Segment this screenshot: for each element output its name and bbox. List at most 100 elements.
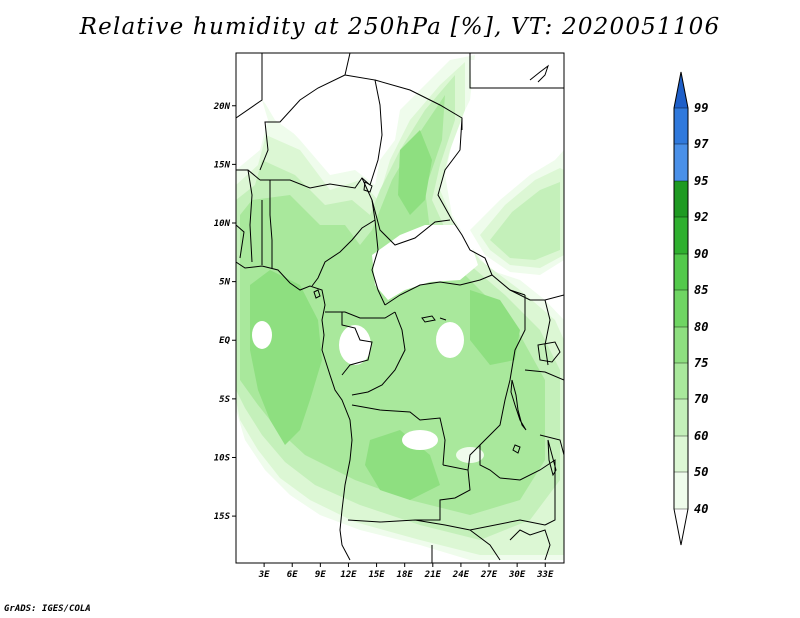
- border-cameroon-south: [325, 311, 396, 319]
- lat-tick-label: 10S: [214, 453, 231, 463]
- colorbar-label: 99: [694, 101, 708, 115]
- colorbar-label: 75: [694, 356, 708, 370]
- border-ghana: [247, 169, 253, 263]
- border-west-2: [236, 224, 245, 259]
- colorbar-label: 85: [694, 283, 708, 297]
- lat-tick-label: 15N: [214, 160, 231, 170]
- colorbar-segment-92-95: [674, 181, 688, 217]
- longitude-axis: 3E 6E 9E 12E 15E 18E 21E 24E 27E 30E 33E: [258, 563, 554, 580]
- lake-tanganyika: [510, 379, 527, 431]
- border-tanzania-south: [539, 434, 564, 456]
- dry-region-southwest: [236, 460, 380, 563]
- border-zambia-east: [499, 459, 556, 526]
- lon-tick-label: 15E: [368, 570, 385, 580]
- lake-victoria: [537, 341, 561, 363]
- border-nigeria-benin: [269, 180, 273, 268]
- lat-tick-label: 5S: [219, 395, 230, 405]
- colorbar-segment-90-92: [674, 217, 688, 254]
- colorbar-label: 60: [694, 429, 708, 443]
- border-west-1: [236, 169, 261, 181]
- colorbar-segment-50-60: [674, 436, 688, 472]
- border-north-2: [259, 53, 351, 171]
- lon-tick-label: 33E: [536, 570, 554, 580]
- lon-tick-label: 6E: [287, 570, 298, 580]
- colorbar-label: 70: [694, 392, 708, 406]
- colorbar-segment-80-85: [674, 290, 688, 327]
- lon-tick-label: 9E: [315, 570, 326, 580]
- border-congo-drc: [351, 311, 406, 396]
- colorbar-label: 80: [694, 320, 708, 334]
- lon-tick-label: 12E: [340, 570, 357, 580]
- border-tanzania: [524, 369, 564, 381]
- colorbar-bottom-triangle: [674, 509, 688, 545]
- border-chad-sudan: [437, 117, 493, 276]
- dry-region-north: [455, 60, 564, 220]
- border-south-sudan-uganda: [509, 289, 564, 301]
- dry-region-northwest: [236, 53, 370, 170]
- humidity-band-75-b: [398, 130, 432, 215]
- lat-tick-label: 15S: [214, 512, 231, 522]
- lake-small-3: [512, 444, 521, 454]
- map-title: Relative humidity at 250hPa [%], VT: 202…: [79, 14, 721, 40]
- lat-tick-label: 10N: [214, 219, 231, 229]
- colorbar-label: 40: [694, 502, 708, 516]
- dry-patch-1: [339, 325, 371, 365]
- lon-tick-label: 3E: [258, 570, 270, 580]
- colorbar-segment-40-50: [674, 472, 688, 509]
- border-zambia-drc: [467, 444, 481, 471]
- border-chad-car: [371, 199, 451, 246]
- border-car-drc: [384, 274, 526, 306]
- border-drc-east: [479, 295, 526, 479]
- map-frame: [235, 52, 565, 564]
- latitude-axis: 20N 15N 10N 5N EQ 5S 10S 15S: [213, 102, 236, 522]
- colorbar-label: 90: [694, 247, 708, 261]
- lat-tick-label: 5N: [219, 278, 230, 288]
- colorbar-segment-85-90: [674, 254, 688, 290]
- humidity-band-75-d: [365, 430, 440, 500]
- colorbar-label: 92: [694, 210, 708, 224]
- lon-tick-label: 21E: [424, 570, 442, 580]
- border-cameroon-car: [371, 219, 386, 306]
- border-north-1: [236, 53, 263, 119]
- colorbar-label: 50: [694, 465, 708, 479]
- colorbar-segment-97-99: [674, 108, 688, 144]
- border-libya-niger: [344, 74, 383, 186]
- lake-malawi: [547, 439, 557, 477]
- border-angola-namibia: [347, 519, 546, 531]
- lon-tick-label: 24E: [452, 570, 470, 580]
- colorbar-segment-60-70: [674, 399, 688, 436]
- lake-chad: [363, 181, 373, 193]
- border-south-1: [509, 529, 551, 561]
- lon-tick-label: 18E: [397, 570, 414, 580]
- colorbar-label: 95: [694, 174, 708, 188]
- coast-red-sea: [529, 64, 549, 83]
- dry-patch-2: [402, 430, 438, 450]
- dry-patch-3: [436, 322, 464, 358]
- colorbar-label: 97: [694, 137, 709, 151]
- border-egypt-sudan: [469, 53, 564, 89]
- colorbar: 99 97 95 92 90 85 80 75 70 60 50 40: [673, 71, 709, 546]
- coastline: [236, 261, 353, 561]
- colorbar-segment-75-80: [674, 327, 688, 363]
- lake-small-2: [439, 317, 447, 321]
- lon-tick-label: 30E: [508, 570, 526, 580]
- island-bioko: [313, 289, 321, 299]
- lon-tick-label: 27E: [480, 570, 498, 580]
- border-uganda-kenya: [544, 299, 551, 366]
- border-drc-angola: [351, 404, 446, 466]
- colorbar-top-triangle: [674, 72, 688, 108]
- humidity-band-75-c: [470, 290, 520, 365]
- country-boundaries: [236, 53, 564, 563]
- grads-credit: GrADS: IGES/COLA: [4, 604, 91, 614]
- lake-small-1: [421, 315, 436, 323]
- colorbar-segment-95-97: [674, 144, 688, 181]
- humidity-band-75: [250, 270, 322, 445]
- border-nigeria-cameroon: [311, 177, 376, 287]
- lat-tick-label: EQ: [219, 336, 230, 346]
- border-south-2: [469, 529, 501, 561]
- humidity-field: [236, 53, 564, 563]
- colorbar-segment-70-75: [674, 363, 688, 399]
- lat-tick-label: 20N: [213, 102, 231, 112]
- humidity-band-60-ne: [490, 182, 560, 260]
